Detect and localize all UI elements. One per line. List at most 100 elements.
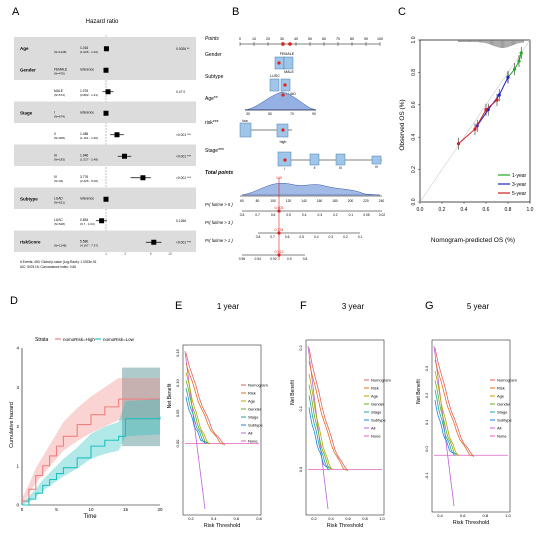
forest-axis-tick: 2 [124, 252, 126, 256]
dca-curve [308, 361, 347, 471]
dca-curve [185, 363, 224, 445]
nomogram-gender-marker [277, 61, 281, 65]
forest-n-label: (N=1148) [54, 50, 66, 54]
dca-y-tick: 0.10 [175, 379, 180, 388]
calibration-x-tick-label: 0.4 [461, 207, 468, 213]
nomogram-stage-box [371, 155, 382, 165]
calibration-x-tick-label: 0.6 [483, 207, 490, 213]
nomogram-prob-tick: 0.5 [299, 235, 304, 239]
nomogram-risk-label: low [242, 119, 248, 123]
nomogram-points-marker [281, 42, 285, 46]
forest-estimate: 1.946 [80, 153, 88, 157]
nomogram-total-tick: 60 [240, 199, 244, 203]
nomogram-prob-marker [277, 231, 281, 235]
nomogram-row-label: Subtype [205, 74, 224, 80]
nomogram-prob-tick: 0.9 [287, 257, 292, 261]
forest-rows: Age (N=1148) 1.016(1.006 - 1.02) 0.0026 ** G… [14, 35, 196, 256]
cumhaz-band-high-tail [122, 367, 160, 447]
dca-y-tick: 0.15 [175, 348, 180, 357]
forest-title: Hazard ratio [86, 19, 119, 25]
nomogram-age-tick: 50 [268, 112, 272, 116]
nomogram-total-tick: 240 [379, 199, 385, 203]
dca-all-line [184, 350, 206, 510]
dca-x-tick: 0.6 [460, 513, 466, 518]
forest-sub-label: LUSC [54, 218, 63, 222]
forest-ci: (0.7 - 1.04) [80, 222, 95, 226]
cumhaz-x-tick: 20 [157, 507, 163, 512]
dca-x-tick: 0.8 [483, 513, 489, 518]
forest-estimate: reference [80, 196, 94, 200]
dca-curve [434, 400, 455, 456]
nomogram-prob-tick: 0.3 [329, 235, 334, 239]
dca-y-tick: 0.1 [424, 419, 429, 425]
dca-xlabel: Risk Threshold [453, 520, 490, 526]
nomogram-total-tick: 140 [301, 199, 307, 203]
forest-n-label: (N=475) [54, 71, 65, 75]
dca-x-tick: 0.2 [311, 516, 317, 521]
dca-x-tick: 0.4 [211, 516, 217, 521]
forest-pvalue: <0.001 *** [176, 154, 192, 158]
dca-x-tick: 0.4 [328, 516, 334, 521]
calibration-series-line [476, 77, 509, 127]
forest-axis-tick: 1 [105, 252, 107, 256]
dca-frame [305, 339, 385, 516]
nomogram-row-label: Pr( futime > 3 ) [205, 220, 233, 225]
nomogram-prob-tick: 0.2 [333, 213, 338, 217]
nomogram-points-tick-label: 0 [239, 37, 241, 41]
forest-plot: Hazard ratio Age (N=1148) 1.016(1.006 - 1.… [14, 19, 196, 269]
forest-row-shade [14, 230, 196, 252]
nomogram-gender-label: MALE [284, 70, 294, 74]
calibration-x-tick-label: 1.0 [527, 207, 534, 213]
dca-legend-label: None [248, 439, 258, 444]
dca-y-tick: 0.3 [424, 365, 429, 371]
nomogram-stage-label: II [314, 166, 316, 170]
calibration-diagonal [419, 39, 531, 203]
nomogram-prob-tick: 0.7 [270, 235, 275, 239]
forest-n-label: (N=34) [54, 179, 63, 183]
nomogram-points-tick-label: 50 [308, 37, 312, 41]
calibration-legend-label: 1-year [512, 173, 527, 179]
nomogram-stage-label: I [284, 167, 285, 171]
dca-legend-label: None [497, 434, 507, 439]
dca-curve [308, 347, 349, 472]
calibration-point [517, 59, 521, 63]
nomogram-total-tick: 120 [286, 199, 292, 203]
forest-footer-1: # Events: 450; Global p-value (Log-Rank)… [20, 260, 97, 264]
calibration-plot: Nomogram-predicted OS (%) Observed OS (%… [399, 36, 534, 244]
calibration-series-line [507, 52, 522, 78]
dca-legend-label: Risk [248, 391, 256, 396]
calibration-y-tick-label: 0.2 [411, 166, 417, 173]
nomogram-total-tick: 180 [332, 199, 338, 203]
cumhaz-x-tick: 0 [21, 507, 24, 512]
nomogram-row-label: Stage*** [205, 148, 224, 154]
dca-legend-label: All [248, 431, 253, 436]
dca-curve [185, 388, 208, 443]
dca-title: 3 year [342, 302, 365, 311]
calibration-xlabel: Nomogram-predicted OS (%) [431, 237, 515, 244]
forest-point [122, 153, 128, 159]
calibration-x-tick-label: 0.0 [417, 207, 424, 213]
forest-footer-2: AIC: 5475.16; Concordance Index: 0.66 [20, 265, 76, 269]
dca-curve [308, 373, 334, 470]
forest-point [99, 218, 105, 224]
forest-point [103, 67, 109, 73]
cumhaz-legend-title: Strata [35, 337, 49, 343]
forest-point [103, 196, 109, 202]
dca-frame [182, 344, 262, 516]
nomogram-stage-marker [283, 158, 287, 162]
nomogram-total-tick: 160 [317, 199, 323, 203]
calibration-y-tick-label: 0.8 [411, 69, 417, 76]
nomogram-row-label: Age** [205, 96, 218, 102]
nomogram-subtype-marker [283, 83, 287, 87]
forest-var-label: Stage [20, 110, 33, 115]
nomogram-prob-tick: 0.05 [363, 213, 370, 217]
forest-pvalue: 0.0026 ** [176, 47, 190, 51]
dca-title: 1 year [217, 302, 240, 311]
forest-sub-label: III [54, 153, 57, 157]
dca-ylabel: Net Benefit [290, 380, 296, 405]
nomogram-stage-box [335, 153, 346, 166]
dca-y-tick: 0.1 [298, 405, 303, 411]
forest-n-label: (N=1148) [54, 243, 66, 247]
panel-letter-g: G [425, 300, 434, 312]
dca-legend-label: None [371, 434, 381, 439]
